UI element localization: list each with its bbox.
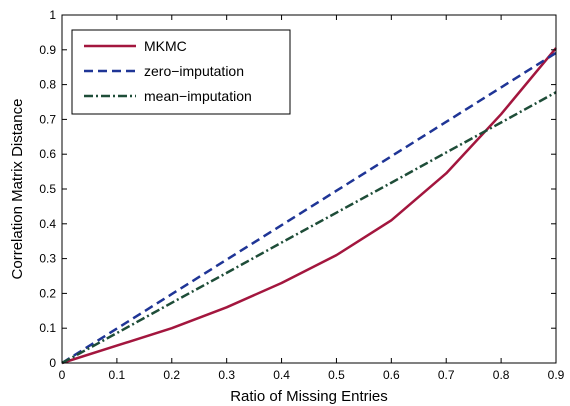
y-tick-label-2: 0.2: [39, 286, 56, 300]
x-tick-label-4: 0.4: [273, 368, 290, 382]
y-tick-label-0: 0: [49, 356, 56, 370]
x-tick-label-6: 0.6: [383, 368, 400, 382]
y-tick-label-10: 1: [49, 8, 56, 22]
ticks-layer: 0 0.1 0.2 0.3 0.4 0.5 0.6 0.7 0.8 0.9 0 0.1 0.2 0.3 0.…: [39, 8, 564, 382]
y-tick-label-4: 0.4: [39, 217, 56, 231]
series-layer: [61, 47, 557, 365]
y-tick-label-1: 0.1: [39, 321, 56, 335]
legend-box: [71, 29, 291, 115]
y-tick-label-3: 0.3: [39, 252, 56, 266]
legend-label-2: mean−imputation: [144, 88, 252, 104]
x-tick-label-1: 0.1: [109, 368, 126, 382]
y-tick-label-7: 0.7: [39, 112, 56, 126]
legend-label-1: zero−imputation: [144, 63, 244, 79]
x-tick-label-8: 0.8: [493, 368, 510, 382]
y-axis-title: Correlation Matrix Distance: [9, 99, 26, 280]
x-axis-title: Ratio of Missing Entries: [230, 388, 388, 405]
y-tick-label-9: 0.9: [39, 43, 56, 57]
series-line-0: [61, 47, 557, 365]
x-tick-label-7: 0.7: [438, 368, 455, 382]
x-tick-label-9: 0.9: [548, 368, 565, 382]
y-tick-label-8: 0.8: [39, 78, 56, 92]
y-tick-label-5: 0.5: [39, 182, 56, 196]
x-tick-label-0: 0: [59, 368, 66, 382]
legend: MKMC zero−imputation mean−imputation: [71, 29, 291, 115]
x-tick-label-5: 0.5: [328, 368, 345, 382]
series-line-2: [61, 91, 557, 365]
x-tick-label-3: 0.3: [218, 368, 235, 382]
x-tick-label-2: 0.2: [163, 368, 180, 382]
legend-label-0: MKMC: [144, 38, 187, 54]
y-tick-label-6: 0.6: [39, 147, 56, 161]
